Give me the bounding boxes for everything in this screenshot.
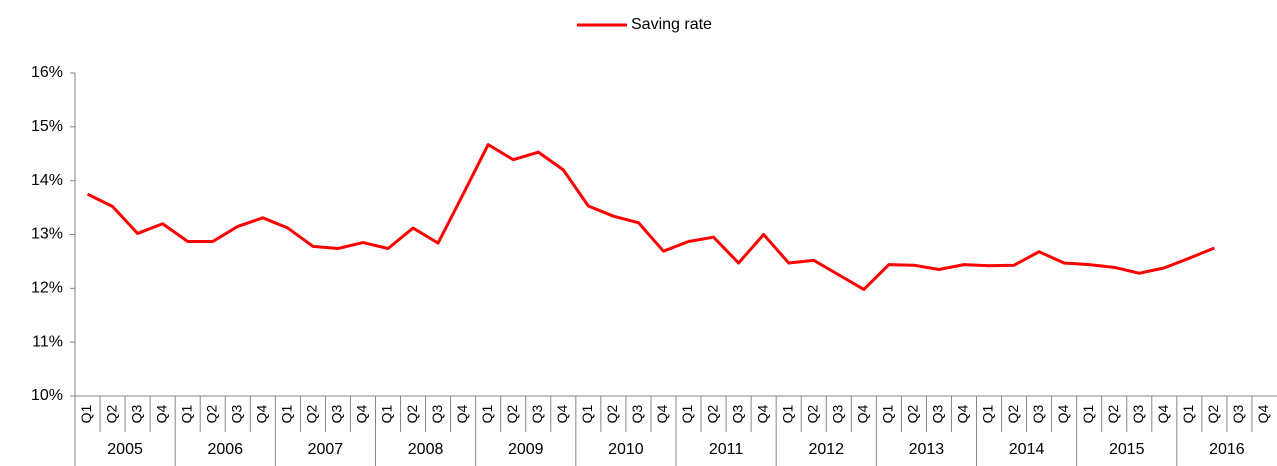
year-label: 2007	[308, 441, 344, 458]
year-label: 2015	[1109, 441, 1145, 458]
x-tick-label: Q3	[1230, 404, 1246, 423]
x-tick-label: Q4	[1155, 404, 1171, 423]
year-label: 2016	[1209, 441, 1245, 458]
x-tick-label: Q3	[329, 404, 345, 423]
x-tick-label: Q3	[128, 404, 144, 423]
x-tick-label: Q2	[304, 404, 320, 423]
year-label: 2010	[608, 441, 644, 458]
x-tick-label: Q1	[178, 404, 194, 423]
year-label: 2008	[408, 441, 444, 458]
x-tick-label: Q3	[930, 404, 946, 423]
x-tick-label: Q3	[629, 404, 645, 423]
y-tick-label: 12%	[31, 280, 63, 297]
x-tick-label: Q3	[228, 404, 244, 423]
x-tick-label: Q3	[429, 404, 445, 423]
x-tick-label: Q4	[1055, 404, 1071, 423]
x-tick-label: Q4	[554, 404, 570, 423]
series-line	[86, 143, 1215, 291]
x-tick-label: Q3	[529, 404, 545, 423]
y-tick-label: 11%	[32, 333, 63, 350]
x-tick-label: Q4	[454, 404, 470, 423]
x-tick-label: Q2	[203, 404, 219, 423]
y-tick-label: 14%	[31, 172, 63, 189]
x-tick-label: Q1	[479, 404, 495, 423]
year-label: 2012	[808, 441, 844, 458]
x-tick-label: Q4	[354, 404, 370, 423]
x-tick-label: Q2	[1205, 404, 1221, 423]
x-tick-label: Q2	[1105, 404, 1121, 423]
x-tick-label: Q1	[1080, 404, 1096, 423]
year-label: 2005	[107, 441, 143, 458]
legend-label: Saving rate	[631, 16, 712, 33]
x-tick-label: Q1	[1180, 404, 1196, 423]
year-label: 2011	[709, 441, 744, 458]
x-tick-label: Q1	[78, 404, 94, 423]
x-tick-label: Q1	[779, 404, 795, 423]
y-tick-label: 16%	[31, 64, 63, 81]
year-label: 2014	[1009, 441, 1045, 458]
x-tick-label: Q3	[829, 404, 845, 423]
x-tick-label: Q2	[1005, 404, 1021, 423]
x-tick-label: Q4	[654, 404, 670, 423]
x-tick-label: Q4	[955, 404, 971, 423]
x-tick-label: Q2	[103, 404, 119, 423]
x-tick-label: Q3	[729, 404, 745, 423]
x-tick-label: Q4	[754, 404, 770, 423]
x-tick-label: Q4	[254, 404, 270, 423]
x-tick-label: Q1	[980, 404, 996, 423]
x-tick-label: Q2	[804, 404, 820, 423]
x-tick-label: Q1	[379, 404, 395, 423]
year-label: 2013	[909, 441, 945, 458]
x-tick-label: Q4	[855, 404, 871, 423]
x-tick-label: Q3	[1130, 404, 1146, 423]
y-tick-label: 13%	[31, 226, 63, 243]
x-tick-label: Q4	[1255, 404, 1271, 423]
year-label: 2006	[207, 441, 243, 458]
x-tick-label: Q1	[579, 404, 595, 423]
x-tick-label: Q3	[1030, 404, 1046, 423]
y-tick-label: 10%	[31, 387, 63, 404]
x-tick-label: Q2	[905, 404, 921, 423]
x-tick-label: Q4	[153, 404, 169, 423]
x-tick-label: Q2	[404, 404, 420, 423]
y-tick-label: 15%	[31, 118, 63, 135]
x-tick-label: Q1	[279, 404, 295, 423]
x-tick-label: Q2	[504, 404, 520, 423]
x-tick-label: Q1	[880, 404, 896, 423]
x-tick-label: Q2	[604, 404, 620, 423]
x-tick-label: Q1	[679, 404, 695, 423]
x-tick-label: Q2	[704, 404, 720, 423]
year-label: 2009	[508, 441, 544, 458]
